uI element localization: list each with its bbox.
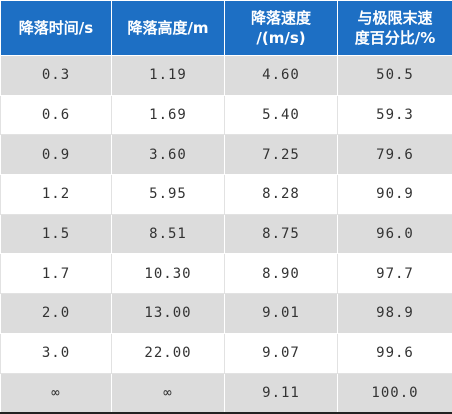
table-cell: 0.3: [1, 56, 112, 96]
table-cell: 1.2: [1, 175, 112, 215]
table-cell: 0.6: [1, 95, 112, 135]
table-cell: 10.30: [112, 254, 225, 294]
header-line: 降落时间/s: [1, 18, 111, 38]
table-cell: 1.7: [1, 254, 112, 294]
table-cell: 1.69: [112, 95, 225, 135]
table-cell: 3.60: [112, 135, 225, 175]
header-line: 降落高度/m: [112, 18, 224, 38]
header-line: /(m/s): [225, 28, 337, 48]
table-cell: ∞: [1, 373, 112, 413]
table-cell: 0.9: [1, 135, 112, 175]
table-cell: 99.6: [338, 333, 452, 373]
table-cell: 9.01: [225, 294, 338, 334]
header-fall-time: 降落时间/s: [1, 1, 112, 56]
table-cell: 97.7: [338, 254, 452, 294]
table-cell: ∞: [112, 373, 225, 413]
table-cell: 7.25: [225, 135, 338, 175]
table-cell: 1.19: [112, 56, 225, 96]
table-cell: 50.5: [338, 56, 452, 96]
table-cell: 3.0: [1, 333, 112, 373]
header-fall-height: 降落高度/m: [112, 1, 225, 56]
table-cell: 13.00: [112, 294, 225, 334]
table-cell: 4.60: [225, 56, 338, 96]
table-cell: 9.11: [225, 373, 338, 413]
table-cell: 5.40: [225, 95, 338, 135]
table-cell: 96.0: [338, 214, 452, 254]
table-cell: 90.9: [338, 175, 452, 215]
header-line: 与极限末速: [338, 8, 452, 28]
table-cell: 79.6: [338, 135, 452, 175]
table-cell: 2.0: [1, 294, 112, 334]
table-cell: 8.51: [112, 214, 225, 254]
header-line: 降落速度: [225, 8, 337, 28]
header-fall-speed: 降落速度/(m/s): [225, 1, 338, 56]
header-percent-terminal: 与极限末速度百分比/%: [338, 1, 452, 56]
table-cell: 59.3: [338, 95, 452, 135]
table-cell: 5.95: [112, 175, 225, 215]
table-cell: 100.0: [338, 373, 452, 413]
header-line: 度百分比/%: [338, 28, 452, 48]
table-cell: 9.07: [225, 333, 338, 373]
table-cell: 8.75: [225, 214, 338, 254]
table-cell: 22.00: [112, 333, 225, 373]
table-cell: 8.90: [225, 254, 338, 294]
table-cell: 1.5: [1, 214, 112, 254]
table-cell: 98.9: [338, 294, 452, 334]
table-cell: 8.28: [225, 175, 338, 215]
